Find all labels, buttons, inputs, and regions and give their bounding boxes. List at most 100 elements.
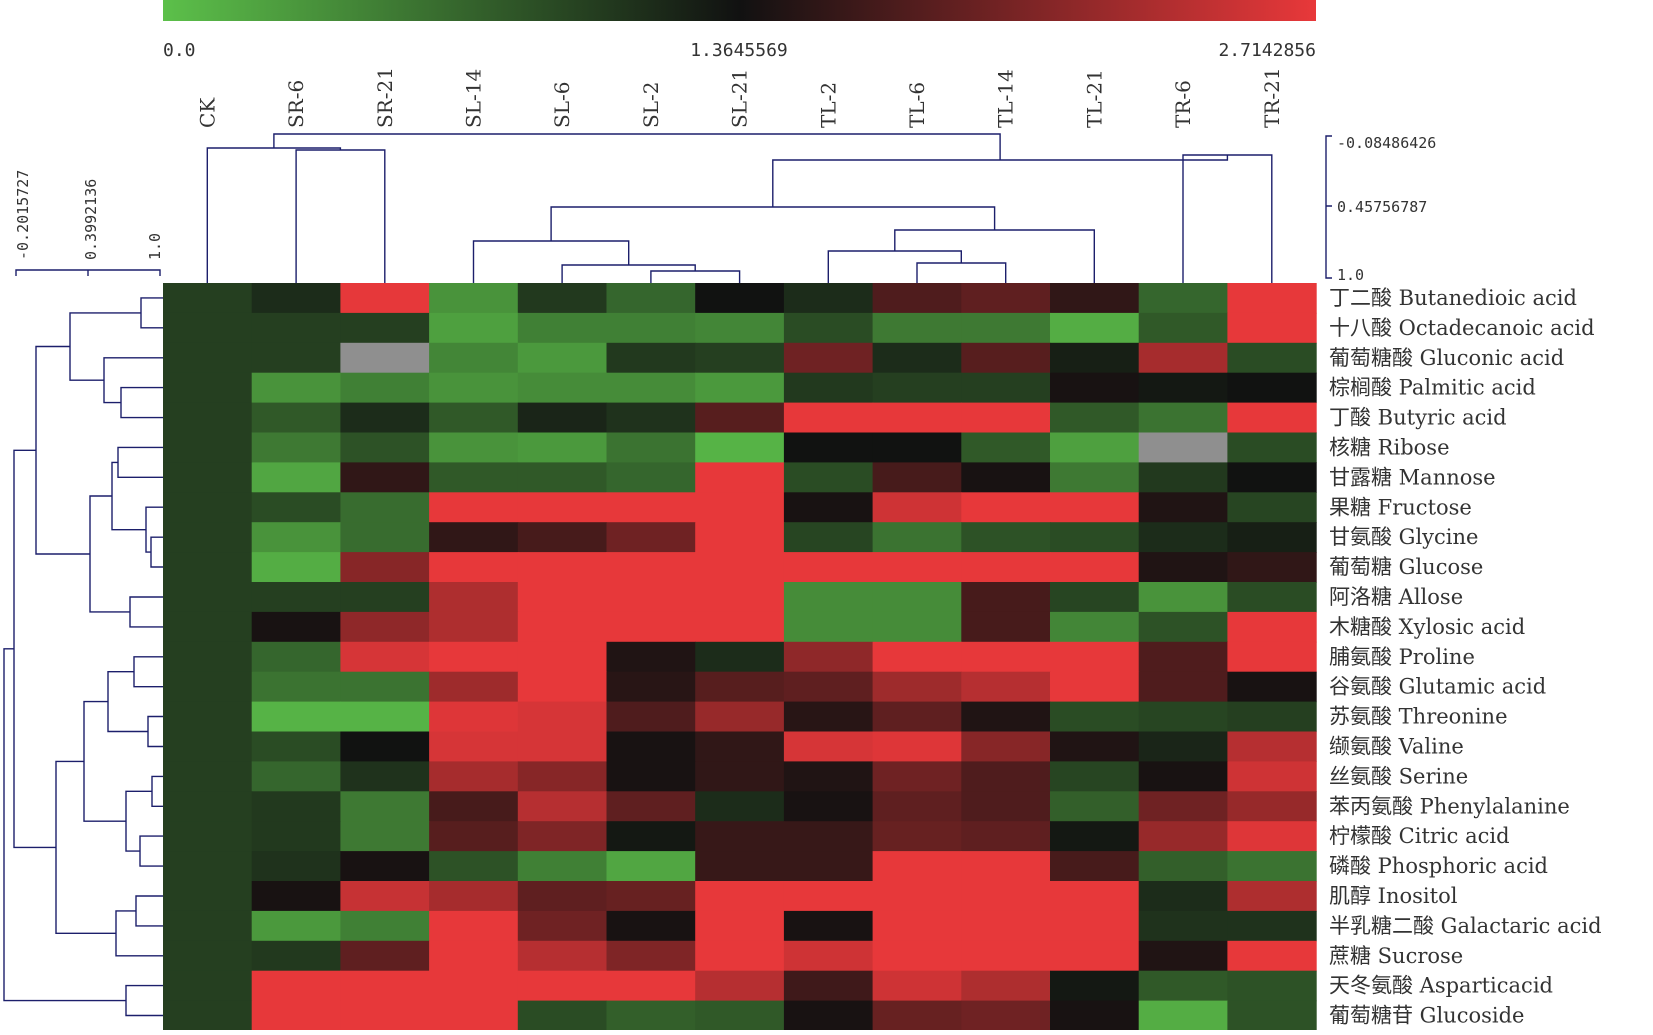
row-dendrogram-link bbox=[103, 357, 163, 404]
heatmap-cell bbox=[340, 761, 430, 792]
heatmap-cell bbox=[606, 910, 696, 942]
heatmap-cell bbox=[251, 462, 341, 493]
heatmap-cell bbox=[872, 582, 962, 613]
heatmap-cell bbox=[163, 492, 253, 523]
heatmap-cell bbox=[872, 522, 962, 553]
heatmap-cell bbox=[695, 641, 785, 673]
row-dendrogram-link bbox=[55, 760, 116, 934]
row-label: 半乳糖二酸 Galactaric acid bbox=[1329, 914, 1602, 938]
heatmap-cell bbox=[695, 970, 785, 1002]
heatmap-cell bbox=[606, 492, 696, 523]
heatmap-cell bbox=[163, 791, 253, 822]
row-label: 缬氨酸 Valine bbox=[1329, 735, 1464, 759]
heatmap-cell bbox=[251, 731, 341, 762]
heatmap-cell bbox=[429, 283, 519, 314]
row-dendrogram-link bbox=[129, 596, 163, 628]
heatmap-cell bbox=[606, 761, 696, 792]
heatmap-cell bbox=[340, 1000, 430, 1032]
heatmap-cell bbox=[251, 342, 341, 374]
heatmap-cell bbox=[429, 342, 519, 374]
heatmap-cell bbox=[783, 671, 874, 703]
heatmap-cell bbox=[1227, 641, 1317, 673]
heatmap-cell bbox=[872, 552, 962, 583]
heatmap-cell bbox=[1227, 402, 1317, 434]
heatmap-cell bbox=[961, 522, 1051, 553]
row-label: 十八酸 Octadecanoic acid bbox=[1329, 316, 1595, 340]
heatmap-cell bbox=[163, 552, 253, 583]
heatmap-cell bbox=[606, 283, 696, 314]
heatmap-cell bbox=[783, 283, 874, 314]
heatmap-cell bbox=[163, 910, 253, 942]
row-label: 脯氨酸 Proline bbox=[1329, 645, 1475, 669]
color-scale-mid-label: 1.3645569 bbox=[690, 40, 788, 61]
row-label: 天冬氨酸 Asparticacid bbox=[1329, 974, 1553, 998]
heatmap-cell bbox=[695, 851, 785, 882]
column-dendrogram-link bbox=[206, 147, 342, 283]
row-label: 阿洛糖 Allose bbox=[1329, 585, 1463, 609]
heatmap-cell bbox=[606, 641, 696, 673]
column-dendrogram-root bbox=[273, 133, 1001, 160]
heatmap-cell bbox=[251, 940, 341, 972]
heatmap-cell bbox=[606, 731, 696, 762]
row-dendrogram-link bbox=[125, 790, 152, 852]
column-dendrogram-link bbox=[472, 240, 630, 283]
heatmap-cell bbox=[517, 283, 608, 314]
heatmap-cell bbox=[1227, 851, 1317, 882]
row-label: 苏氨酸 Threonine bbox=[1329, 705, 1508, 729]
row-label: 蔗糖 Sucrose bbox=[1329, 944, 1463, 968]
heatmap-cell bbox=[606, 372, 696, 404]
heatmap-cell bbox=[340, 881, 430, 912]
col-scale-label-bottom: 1.0 bbox=[1337, 266, 1364, 284]
heatmap-cell bbox=[783, 641, 874, 673]
column-dendrogram-link bbox=[1182, 154, 1273, 283]
column-label: TL-21 bbox=[1082, 69, 1106, 128]
heatmap-cell bbox=[429, 432, 519, 463]
heatmap-cell bbox=[340, 671, 430, 703]
heatmap-cell bbox=[872, 701, 962, 733]
heatmap-cell bbox=[783, 462, 874, 493]
row-label: 葡萄糖苷 Glucoside bbox=[1329, 1004, 1524, 1028]
heatmap-cell bbox=[1050, 910, 1140, 942]
heatmap-cell bbox=[783, 1000, 874, 1032]
column-label: SR-21 bbox=[373, 67, 397, 128]
color-scale-min-label: 0.0 bbox=[163, 40, 196, 61]
heatmap-cell bbox=[517, 402, 608, 434]
heatmap-cell bbox=[251, 641, 341, 673]
heatmap-cell bbox=[1227, 283, 1317, 314]
heatmap-cell bbox=[1050, 312, 1140, 344]
heatmap-cell bbox=[961, 881, 1051, 912]
heatmap-cell bbox=[1138, 671, 1228, 703]
column-label: SL-14 bbox=[462, 69, 486, 128]
heatmap-cell bbox=[517, 1000, 608, 1032]
heatmap-cell bbox=[251, 701, 341, 733]
heatmap-cell bbox=[517, 881, 608, 912]
heatmap-cell bbox=[1050, 372, 1140, 404]
heatmap-cell bbox=[783, 881, 874, 912]
heatmap-cell bbox=[517, 671, 608, 703]
heatmap-cell bbox=[163, 312, 253, 344]
heatmap-cell bbox=[1138, 701, 1228, 733]
heatmap-cell bbox=[163, 283, 253, 314]
heatmap-cell bbox=[429, 462, 519, 493]
heatmap-cell bbox=[1050, 402, 1140, 434]
heatmap-cell bbox=[1138, 492, 1228, 523]
column-dendrogram-link bbox=[561, 264, 696, 283]
heatmap-cell bbox=[340, 552, 430, 583]
heatmap-cell bbox=[251, 671, 341, 703]
heatmap-cell bbox=[1050, 283, 1140, 314]
row-label: 葡萄糖酸 Gluconic acid bbox=[1329, 346, 1564, 370]
heatmap-cell bbox=[340, 731, 430, 762]
row-dendrogram-link bbox=[83, 700, 126, 822]
heatmap-cell bbox=[872, 462, 962, 493]
heatmap-cell bbox=[163, 641, 253, 673]
heatmap-cell bbox=[606, 821, 696, 852]
heatmap-cell bbox=[872, 312, 962, 344]
heatmap-cell bbox=[340, 312, 430, 344]
row-dendrogram-link bbox=[35, 345, 90, 555]
heatmap-cell bbox=[517, 791, 608, 822]
heatmap-cell bbox=[606, 522, 696, 553]
row-labels: 丁二酸 Butanedioic acid 十八酸 Octadecanoic aci… bbox=[1329, 286, 1602, 1028]
row-dendrogram-link bbox=[107, 671, 148, 733]
heatmap-cell bbox=[695, 552, 785, 583]
heatmap-cell bbox=[1138, 552, 1228, 583]
